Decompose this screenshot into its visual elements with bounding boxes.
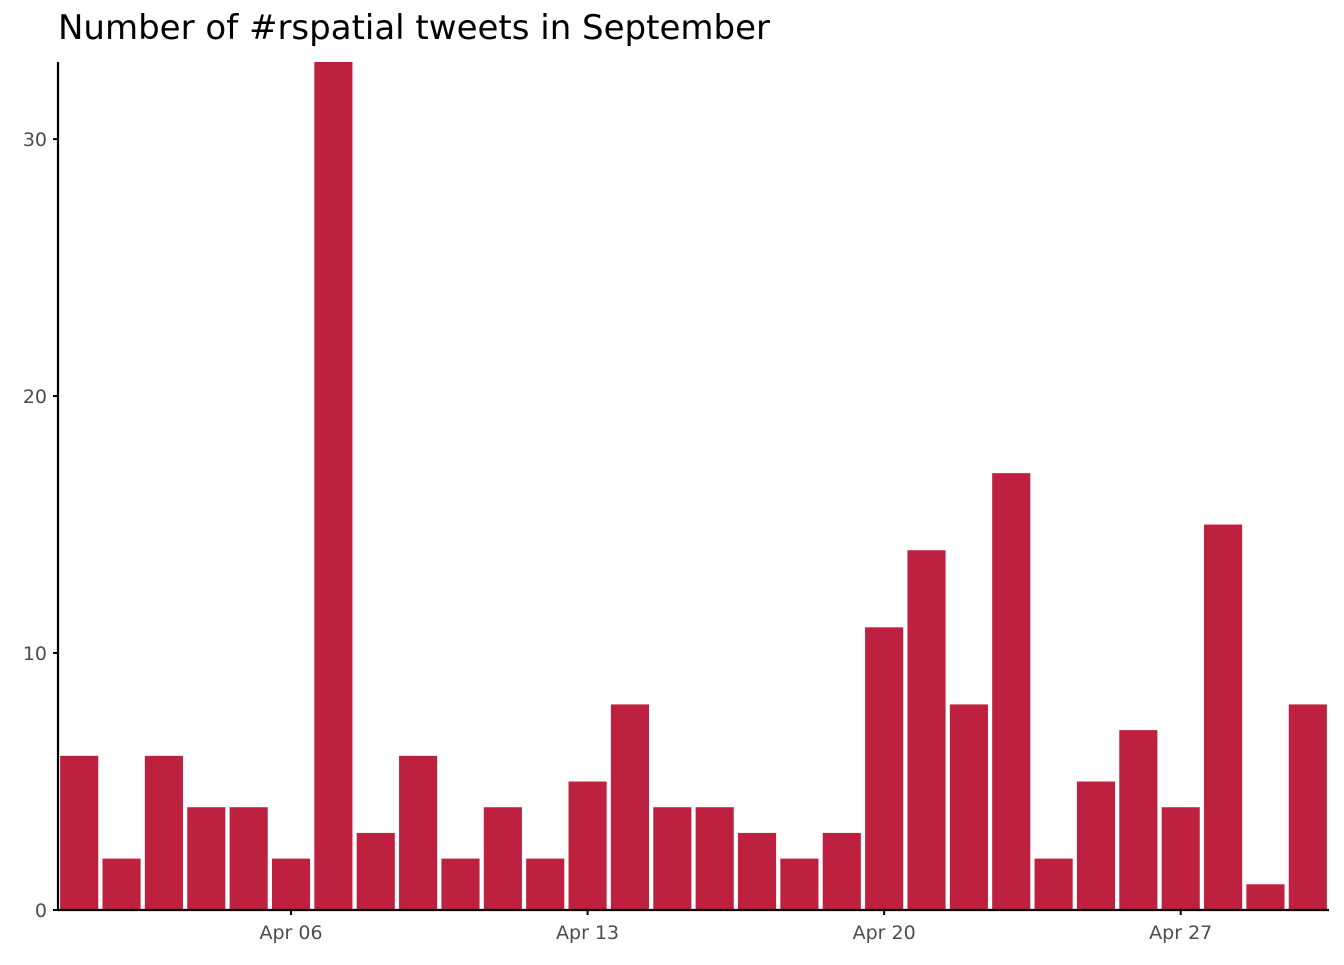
bar-2018-04-18 — [780, 858, 819, 910]
y-tick-label: 20 — [23, 386, 47, 408]
y-tick-label: 10 — [23, 643, 47, 665]
x-tick-label: Apr 27 — [1149, 922, 1212, 944]
bar-2018-04-07 — [314, 62, 353, 910]
bar-2018-04-05 — [229, 807, 268, 910]
bar-2018-04-29 — [1246, 884, 1285, 910]
bar-2018-04-16 — [695, 807, 734, 910]
bar-2018-04-23 — [992, 473, 1031, 910]
bar-2018-04-06 — [271, 858, 311, 910]
chart-title: Number of #rspatial tweets in September — [58, 8, 770, 48]
bar-2018-04-24 — [1034, 858, 1073, 910]
bar-2018-04-22 — [949, 704, 988, 910]
bar-2018-04-03 — [144, 755, 183, 910]
y-tick-label: 30 — [23, 129, 47, 151]
bar-2018-04-13 — [568, 781, 607, 910]
bars-group — [60, 62, 1327, 910]
x-tick-label: Apr 06 — [259, 922, 322, 944]
bar-2018-04-19 — [822, 832, 861, 910]
bar-2018-04-14 — [610, 704, 650, 910]
bar-2018-04-21 — [907, 550, 946, 910]
x-axis: Apr 06 Apr 13 Apr 20 Apr 27 — [57, 908, 1329, 944]
bar-2018-04-04 — [187, 807, 226, 910]
bar-2018-04-30 — [1288, 704, 1327, 910]
bar-2018-04-26 — [1119, 730, 1158, 910]
bar-2018-04-20 — [865, 627, 904, 910]
bar-2018-04-10 — [441, 858, 480, 910]
bar-2018-04-25 — [1076, 781, 1116, 910]
y-axis: 0 10 20 30 — [23, 62, 60, 922]
bar-2018-04-17 — [737, 832, 777, 910]
y-tick-label: 0 — [35, 900, 47, 922]
bar-2018-04-15 — [653, 807, 692, 910]
bar-2018-04-01 — [60, 755, 99, 910]
bar-2018-04-02 — [102, 858, 141, 910]
bar-2018-04-09 — [399, 755, 438, 910]
x-tick-label: Apr 13 — [556, 922, 619, 944]
bar-2018-04-12 — [526, 858, 565, 910]
bar-2018-04-28 — [1204, 524, 1243, 910]
bar-2018-04-27 — [1161, 807, 1200, 910]
x-tick-label: Apr 20 — [853, 922, 916, 944]
bar-2018-04-08 — [356, 832, 395, 910]
bar-2018-04-11 — [483, 807, 522, 910]
